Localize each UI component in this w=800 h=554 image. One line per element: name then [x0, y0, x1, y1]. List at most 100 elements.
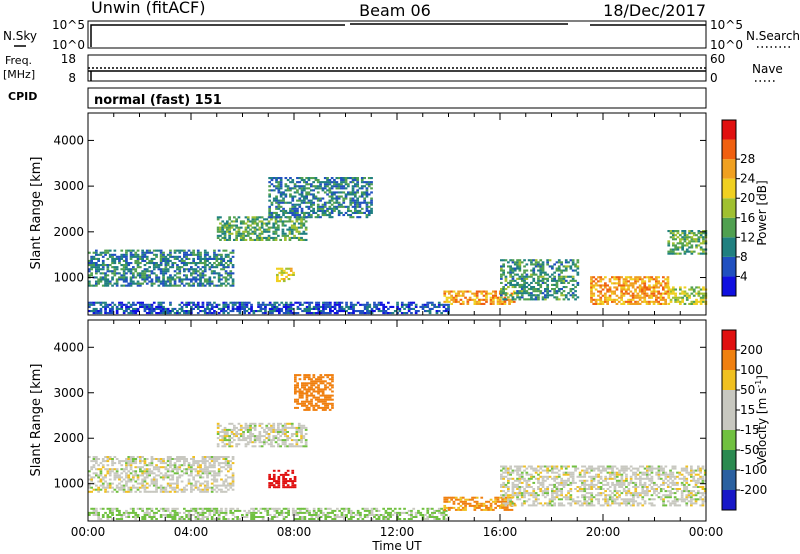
range-cell	[305, 181, 308, 184]
range-cell	[247, 307, 251, 310]
range-cell	[333, 179, 336, 182]
range-cell	[150, 312, 154, 315]
range-cell	[606, 290, 609, 293]
range-cell	[314, 177, 318, 180]
range-cell	[277, 424, 280, 427]
range-cell	[152, 310, 156, 313]
range-cell	[106, 458, 110, 460]
range-cell	[206, 253, 209, 256]
range-cell	[134, 466, 138, 469]
range-cell	[367, 209, 371, 212]
range-cell	[324, 408, 327, 411]
range-cell	[213, 472, 216, 475]
range-cell	[279, 431, 282, 433]
range-cell	[599, 286, 603, 289]
range-cell	[159, 472, 163, 475]
range-cell	[511, 283, 515, 286]
range-cell	[296, 384, 299, 387]
range-cell	[118, 259, 121, 262]
range-cell	[604, 284, 607, 287]
range-cell	[298, 203, 302, 206]
range-cell	[285, 507, 288, 510]
range-cell	[223, 443, 227, 446]
range-cell	[244, 445, 248, 448]
range-cell	[267, 236, 271, 239]
range-cell	[104, 249, 107, 252]
range-cell	[233, 238, 236, 241]
range-cell	[537, 288, 540, 291]
range-cell	[471, 292, 474, 295]
range-cell	[224, 460, 228, 463]
range-cell	[319, 197, 322, 200]
range-cell	[590, 286, 593, 289]
range-cell	[316, 187, 320, 190]
range-cell	[268, 514, 272, 516]
range-cell	[162, 307, 165, 310]
range-cell	[201, 518, 205, 520]
range-cell	[296, 199, 299, 202]
range-cell	[674, 292, 677, 295]
range-cell	[226, 431, 229, 433]
range-cell	[242, 433, 245, 435]
range-cell	[502, 290, 505, 293]
range-cell	[134, 486, 138, 489]
range-cell	[681, 246, 684, 249]
range-cell	[132, 476, 135, 479]
range-cell	[414, 310, 418, 313]
range-cell	[282, 312, 286, 315]
range-cell	[676, 252, 680, 255]
range-cell	[601, 288, 605, 291]
range-cell	[638, 302, 642, 305]
range-cell	[356, 183, 359, 186]
range-cell	[599, 278, 603, 281]
range-cell	[274, 230, 278, 233]
range-cell	[513, 267, 517, 270]
range-cell	[201, 468, 205, 471]
range-cell	[143, 476, 147, 479]
range-cell	[217, 484, 221, 487]
range-cell	[180, 262, 184, 265]
range-cell	[231, 278, 235, 281]
range-cell	[312, 382, 316, 385]
range-cell	[389, 312, 392, 315]
range-cell	[331, 518, 334, 520]
range-cell	[424, 303, 427, 306]
range-cell	[223, 435, 227, 438]
range-cell	[272, 224, 276, 227]
range-cell	[122, 280, 126, 283]
range-cell	[555, 269, 559, 272]
range-cell	[298, 396, 302, 399]
range-cell	[277, 201, 281, 204]
range-cell	[300, 224, 303, 227]
range-cell	[143, 274, 147, 277]
range-cell	[303, 179, 306, 182]
range-cell	[277, 189, 281, 192]
range-cell	[215, 509, 219, 512]
range-cell	[206, 482, 209, 485]
range-cell	[171, 307, 175, 310]
range-cell	[291, 486, 295, 489]
range-cell	[291, 469, 295, 472]
range-cell	[289, 201, 292, 204]
range-cell	[305, 394, 309, 397]
range-cell	[336, 303, 339, 306]
range-cell	[534, 261, 538, 264]
range-cell	[502, 502, 505, 505]
range-cell	[139, 276, 142, 279]
range-cell	[433, 303, 436, 306]
range-cell	[518, 292, 522, 295]
range-cell	[590, 284, 593, 287]
range-cell	[297, 439, 301, 442]
range-cell	[268, 189, 271, 192]
range-cell	[201, 509, 205, 512]
range-cell	[166, 307, 170, 310]
range-cell	[136, 282, 140, 285]
range-cell	[185, 472, 188, 475]
range-cell	[354, 209, 357, 212]
range-cell	[224, 468, 228, 471]
range-cell	[291, 511, 295, 514]
range-cell	[629, 302, 633, 305]
range-cell	[239, 439, 243, 442]
range-cell	[466, 300, 470, 303]
range-cell	[620, 276, 623, 279]
